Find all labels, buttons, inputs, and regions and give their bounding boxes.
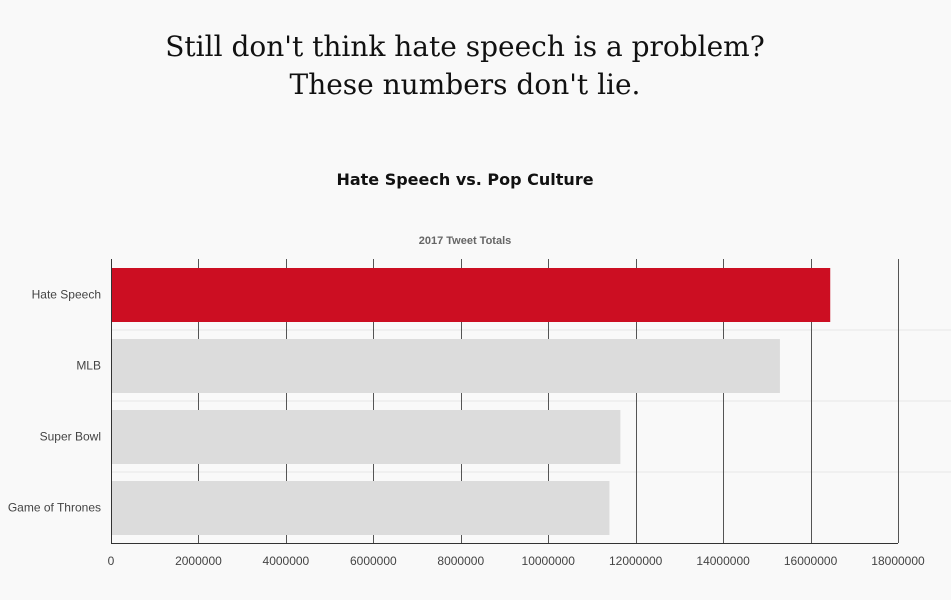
x-tick-label: 4000000 — [263, 554, 310, 568]
category-label: Super Bowl — [40, 430, 101, 444]
bar-super-bowl — [111, 410, 621, 464]
x-tick-label: 12000000 — [609, 554, 663, 568]
x-tick-label: 8000000 — [437, 554, 484, 568]
x-tick-label: 16000000 — [784, 554, 838, 568]
category-label: Game of Thrones — [8, 501, 101, 515]
x-tick-label: 2000000 — [175, 554, 222, 568]
x-tick-label: 0 — [108, 554, 115, 568]
headline-line-2: These numbers don't lie. — [289, 68, 641, 101]
chart-title: Hate Speech vs. Pop Culture — [336, 170, 594, 189]
headline: Still don't think hate speech is a probl… — [0, 28, 930, 104]
category-label: Hate Speech — [32, 288, 101, 302]
x-tick-label: 14000000 — [696, 554, 750, 568]
headline-line-1: Still don't think hate speech is a probl… — [165, 30, 765, 63]
bar-mlb — [111, 339, 780, 393]
category-label: MLB — [76, 359, 101, 373]
x-tick-label: 10000000 — [522, 554, 576, 568]
bar-hate-speech — [111, 268, 831, 322]
bar-game-of-thrones — [111, 481, 610, 535]
x-tick-label: 6000000 — [350, 554, 397, 568]
x-tick-label: 18000000 — [871, 554, 925, 568]
chart-subtitle: 2017 Tweet Totals — [418, 235, 512, 247]
